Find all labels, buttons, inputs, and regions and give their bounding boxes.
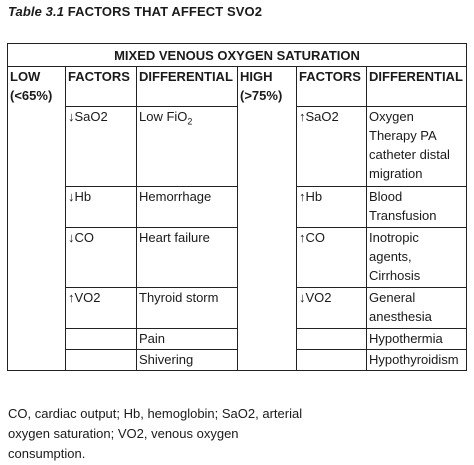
differential-high: Hypothyroidism	[366, 349, 467, 371]
differential-low: Low FiO2	[136, 106, 238, 187]
table-title: MIXED VENOUS OXYGEN SATURATION	[7, 43, 467, 67]
caption-title: FACTORS THAT AFFECT SVO2	[67, 4, 263, 19]
table-row: Pain Hypothermia	[8, 328, 467, 350]
footnote: CO, cardiac output; Hb, hemoglobin; SaO2…	[8, 406, 303, 461]
differential-low: Thyroid storm	[136, 287, 238, 329]
differential-low: Shivering	[136, 349, 238, 371]
table-caption: Table 3.1 FACTORS THAT AFFECT SVO2	[8, 4, 262, 19]
header-high: HIGH (>75%)	[237, 66, 297, 371]
table-row: ↑VO2 Thyroid storm ↓VO2 General anesthes…	[8, 287, 467, 329]
header-differential-low: DIFFERENTIAL	[136, 66, 238, 107]
factor-low: ↓CO	[65, 227, 137, 288]
factor-low: ↓Hb	[65, 186, 137, 228]
table-row: ↓SaO2 Low FiO2 ↑SaO2 Oxygen Therapy PA c…	[8, 106, 467, 187]
factor-high: ↑Hb	[296, 186, 367, 228]
factor-low	[65, 349, 137, 371]
factor-low: ↑VO2	[65, 287, 137, 329]
factor-high	[296, 349, 367, 371]
table-row: ↓CO Heart failure ↑CO Inotropic agents, …	[8, 227, 467, 288]
factor-high	[296, 328, 367, 350]
differential-low: Hemorrhage	[136, 186, 238, 228]
table-row: Shivering Hypothyroidism	[8, 349, 467, 371]
caption-prefix: Table 3.1	[8, 4, 65, 19]
table-row: ↓Hb Hemorrhage ↑Hb Blood Transfusion	[8, 186, 467, 228]
header-low: LOW (<65%)	[7, 66, 66, 371]
differential-low: Pain	[136, 328, 238, 350]
factor-high: ↓VO2	[296, 287, 367, 329]
header-factors-low: FACTORS	[65, 66, 137, 107]
factor-high: ↑SaO2	[296, 106, 367, 187]
factor-high: ↑CO	[296, 227, 367, 288]
header-differential-high: DIFFERENTIAL	[366, 66, 467, 107]
differential-high: Hypothermia	[366, 328, 467, 350]
differential-high: General anesthesia	[366, 287, 467, 329]
differential-high: Inotropic agents, Cirrhosis	[366, 227, 467, 288]
factor-low	[65, 328, 137, 350]
differential-high: Blood Transfusion	[366, 186, 467, 228]
svo2-table: MIXED VENOUS OXYGEN SATURATION LOW (<65%…	[7, 43, 467, 371]
differential-low: Heart failure	[136, 227, 238, 288]
header-factors-high: FACTORS	[296, 66, 367, 107]
differential-high: Oxygen Therapy PA catheter distal migrat…	[366, 106, 467, 187]
factor-low: ↓SaO2	[65, 106, 137, 187]
